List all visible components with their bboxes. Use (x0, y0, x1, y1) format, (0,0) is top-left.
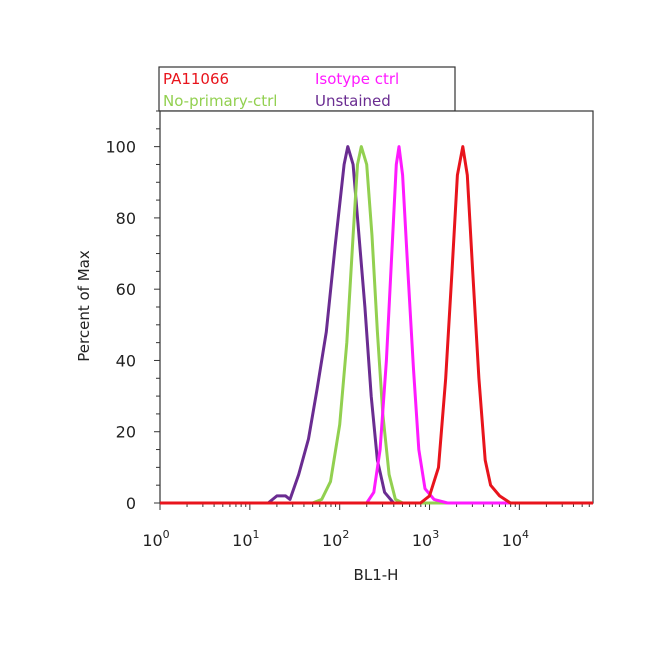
legend-label-isotype: Isotype ctrl (315, 70, 399, 88)
x-tick-label: 104 (502, 528, 529, 550)
legend-label-no-primary: No-primary-ctrl (163, 92, 277, 110)
series-lines (160, 145, 593, 505)
y-tick-label: 60 (116, 280, 136, 299)
x-tick-exponent: 3 (432, 528, 439, 541)
y-tick-label: 20 (116, 423, 136, 442)
y-tick-labels: 0 20 40 60 80 100 (105, 138, 136, 513)
legend-box (158, 66, 456, 112)
legend-label-pa11066: PA11066 (163, 70, 229, 88)
x-axis-label: BL1-H (354, 566, 399, 584)
x-tick-label: 102 (322, 528, 349, 550)
y-tick-label: 0 (126, 494, 136, 513)
x-tick-labels: 100 101 102 103 104 (142, 528, 529, 550)
legend: PA11066 Isotype ctrl No-primary-ctrl Uns… (158, 66, 456, 112)
y-tick-label: 80 (116, 209, 136, 228)
x-tick-exponent: 0 (163, 528, 170, 541)
x-tick-exponent: 2 (342, 528, 349, 541)
legend-label-unstained: Unstained (315, 92, 391, 110)
x-tick-exponent: 1 (253, 528, 260, 541)
x-tick-label: 103 (412, 528, 439, 550)
y-tick-label: 100 (105, 138, 136, 157)
x-tick-label: 101 (232, 528, 259, 550)
series-line-unstained (160, 145, 593, 505)
x-tick-label: 100 (142, 528, 169, 550)
x-tick-exponent: 4 (522, 528, 529, 541)
series-line-no-primary-ctrl (160, 145, 593, 505)
series-line-pa11066 (160, 145, 593, 505)
y-tick-label: 40 (116, 351, 136, 370)
y-axis-label: Percent of Max (75, 250, 93, 362)
